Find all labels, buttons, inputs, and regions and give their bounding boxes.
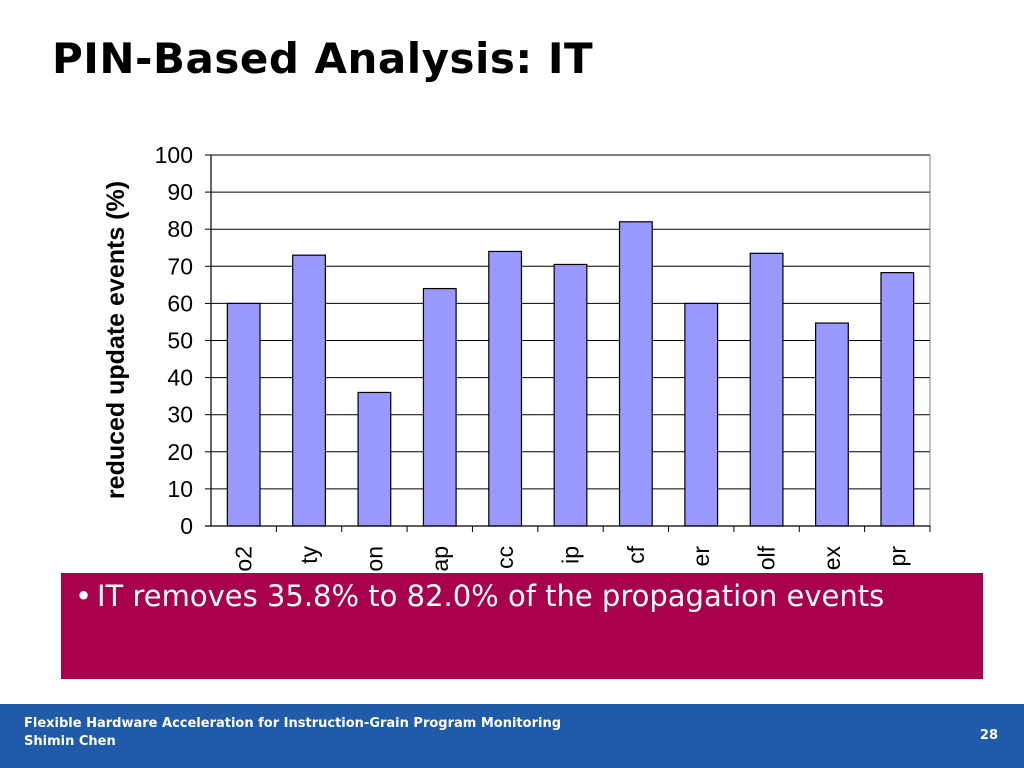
- x-tick-labels: o2 ty on ap cc ip cf er olf ex pr: [231, 545, 911, 571]
- bullet-box: • IT removes 35.8% to 82.0% of the propa…: [61, 573, 983, 679]
- x-tick-label: ip: [558, 546, 584, 564]
- bar-olf: [749, 252, 784, 527]
- y-tick-label: 40: [167, 365, 193, 391]
- x-tick-label: on: [361, 546, 387, 572]
- x-tick-label: cc: [492, 546, 518, 569]
- bar-cf: [618, 221, 653, 527]
- y-tick-label: 30: [167, 402, 193, 428]
- x-tick-label: o2: [231, 546, 257, 572]
- bar-ex: [815, 322, 849, 527]
- footer-bar: Flexible Hardware Acceleration for Instr…: [0, 704, 1024, 768]
- y-tick-label: 100: [155, 142, 193, 168]
- bar-ap: [422, 287, 457, 527]
- x-tick-label: pr: [884, 546, 910, 567]
- bullet-marker: •: [75, 579, 93, 613]
- y-tick-label: 90: [167, 179, 193, 205]
- y-tick-label: 70: [167, 253, 193, 279]
- bullet-item: • IT removes 35.8% to 82.0% of the propa…: [75, 577, 963, 615]
- bar-ty: [292, 254, 326, 527]
- x-tick-label: ap: [427, 546, 453, 572]
- bullet-text: IT removes 35.8% to 82.0% of the propaga…: [97, 579, 885, 613]
- y-tick-label: 80: [167, 216, 193, 242]
- x-tick-label: cf: [623, 545, 649, 564]
- slide-title: PIN-Based Analysis: IT: [52, 34, 594, 83]
- y-tick-labels: 0 10 20 30 40 50 60 70 80 90 100: [155, 142, 193, 539]
- bar-er: [684, 302, 719, 527]
- x-tick-label: ty: [296, 546, 322, 564]
- x-tick-label: er: [688, 546, 714, 567]
- axes: [205, 154, 931, 532]
- bar-o2: [226, 302, 261, 527]
- y-tick-label: 60: [167, 290, 193, 316]
- bar-on: [357, 391, 392, 527]
- bar-cc: [488, 250, 523, 527]
- y-tick-label: 0: [180, 513, 193, 539]
- bar-pr: [880, 272, 915, 527]
- bars: [226, 221, 915, 527]
- y-tick-label: 10: [167, 476, 193, 502]
- y-tick-label: 20: [167, 439, 193, 465]
- bar-ip: [553, 263, 588, 527]
- page-number: 28: [979, 728, 998, 743]
- footer-title: Flexible Hardware Acceleration for Instr…: [24, 716, 561, 731]
- x-tick-label: ex: [819, 546, 845, 571]
- y-axis-label: reduced update events (%): [102, 181, 130, 499]
- x-tick-label: olf: [754, 545, 780, 570]
- footer-author: Shimin Chen: [24, 734, 116, 749]
- y-tick-label: 50: [167, 328, 193, 354]
